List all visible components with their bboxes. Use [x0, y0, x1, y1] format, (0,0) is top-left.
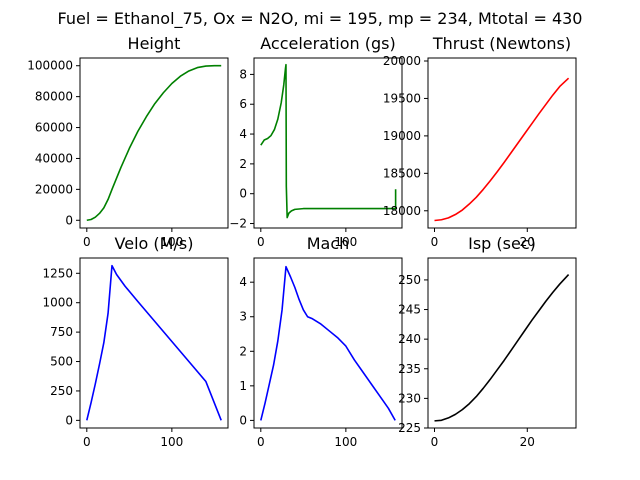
y-tick-label: 225 [398, 421, 421, 435]
y-tick-label: 1 [239, 379, 247, 393]
x-tick-label: 0 [257, 235, 265, 249]
axes-frame [253, 257, 403, 429]
y-tick-label: 40000 [35, 151, 73, 165]
x-tick-label: 0 [257, 435, 265, 449]
x-tick-label: 0 [83, 235, 91, 249]
series-line [434, 77, 570, 222]
series-line [434, 274, 570, 422]
x-tick-label: 100 [334, 435, 357, 449]
axes-frame [79, 57, 229, 229]
subplot-title: Isp (sec) [468, 234, 536, 253]
y-tick-label: 80000 [35, 90, 73, 104]
subplot-title: Acceleration (gs) [260, 34, 395, 53]
axes-frame [253, 57, 403, 229]
subplot-6: 0 20 225 230 235 240 245 250 Isp (sec) [398, 234, 577, 449]
y-tick-label: 0 [65, 213, 73, 227]
y-tick-label: 60000 [35, 121, 73, 135]
y-tick-label: 4 [239, 275, 247, 289]
x-tick-label: 20 [520, 235, 535, 249]
series-line [86, 264, 222, 421]
series-line [260, 265, 396, 421]
y-tick-label: 20000 [383, 54, 421, 68]
x-tick-label: 100 [160, 435, 183, 449]
axes-frame [427, 257, 577, 429]
y-tick-label: 20000 [35, 182, 73, 196]
x-tick-label: 0 [83, 435, 91, 449]
y-tick-label: 250 [50, 384, 73, 398]
series-line [86, 64, 222, 222]
y-tick-label: 1000 [42, 296, 73, 310]
y-tick-label: 240 [398, 332, 421, 346]
subplot-title: Velo (M/s) [115, 234, 194, 253]
axes-frame [79, 257, 229, 429]
y-tick-label: 100000 [27, 59, 73, 73]
series-line [260, 63, 397, 219]
y-tick-label: 4 [239, 127, 247, 141]
y-tick-label: 0 [65, 413, 73, 427]
subplot-2: 0 100 −2 0 2 4 6 8 Acceleration (gs) [229, 34, 403, 249]
y-tick-label: 500 [50, 355, 73, 369]
y-tick-label: 0 [239, 187, 247, 201]
y-tick-label: −2 [229, 217, 247, 231]
y-tick-label: 8 [239, 67, 247, 81]
subplot-1: 0 100 0 20000 40000 60000 80000 100000 Height [27, 34, 229, 249]
y-tick-label: 1250 [42, 266, 73, 280]
y-tick-label: 250 [398, 273, 421, 287]
subplot-title: Height [128, 34, 181, 53]
axes-frame [427, 57, 577, 229]
y-tick-label: 2 [239, 157, 247, 171]
x-tick-label: 100 [160, 235, 183, 249]
y-tick-label: 18500 [383, 166, 421, 180]
y-tick-label: 3 [239, 310, 247, 324]
y-tick-label: 245 [398, 303, 421, 317]
subplot-3: 0 20 18000 18500 19000 19500 20000 Thrust (Newt… [383, 34, 577, 249]
subplot-title: Thrust (Newtons) [432, 34, 571, 53]
x-tick-label: 0 [431, 435, 439, 449]
y-tick-label: 19000 [383, 129, 421, 143]
figure-suptitle: Fuel = Ethanol_75, Ox = N2O, mi = 195, m… [58, 9, 583, 29]
subplot-title: Mach [307, 234, 350, 253]
y-tick-label: 235 [398, 362, 421, 376]
subplot-5: 0 100 0 1 2 3 4 Mach [239, 234, 403, 449]
y-tick-label: 750 [50, 325, 73, 339]
y-tick-label: 230 [398, 391, 421, 405]
x-tick-label: 20 [520, 435, 535, 449]
x-tick-label: 100 [334, 235, 357, 249]
x-tick-label: 0 [431, 235, 439, 249]
y-tick-label: 0 [239, 413, 247, 427]
y-tick-label: 6 [239, 97, 247, 111]
y-tick-label: 19500 [383, 91, 421, 105]
y-tick-label: 18000 [383, 204, 421, 218]
y-tick-label: 2 [239, 344, 247, 358]
